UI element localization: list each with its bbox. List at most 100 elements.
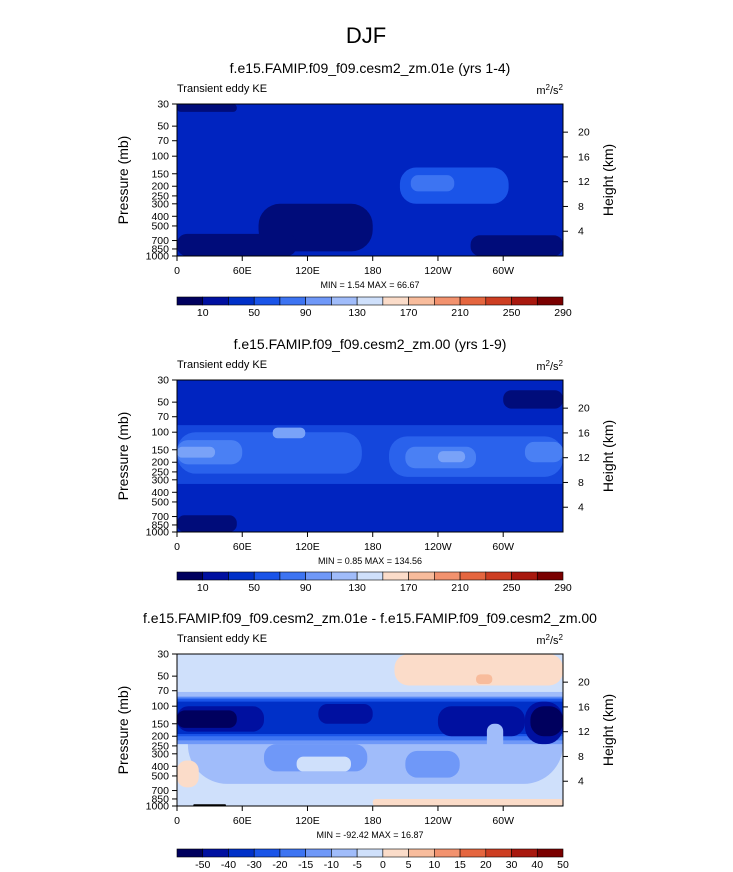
- colorbar-box: [382, 571, 409, 581]
- contour-region-4: [177, 233, 297, 256]
- colorbar-label: -20: [272, 859, 287, 871]
- colorbar-label: 250: [503, 582, 521, 594]
- colorbar-label: 130: [348, 307, 366, 319]
- y-tick-label: 700: [151, 785, 169, 797]
- colorbar-box: [382, 296, 409, 306]
- colorbar-label: -50: [195, 859, 210, 871]
- units-sep: /s: [550, 361, 559, 373]
- contour-region-2: [410, 175, 455, 192]
- y-tick-label: 250: [151, 190, 169, 202]
- units-sep: /s: [550, 635, 559, 647]
- contour-region-15: [405, 750, 460, 778]
- x-tick-label: 120E: [295, 815, 320, 827]
- colorbar-box: [279, 848, 306, 858]
- colorbar-box: [408, 571, 435, 581]
- contour-region-11: [177, 515, 237, 532]
- colorbar-label: 30: [506, 859, 518, 871]
- x-tick-label: 180: [364, 815, 382, 827]
- colorbar-box: [382, 848, 409, 858]
- y-tick-label: 200: [151, 181, 169, 193]
- contour-region-20: [177, 760, 199, 788]
- x-tick-label: 60W: [492, 265, 514, 277]
- colorbar-box: [356, 848, 384, 858]
- contour-region-3: [177, 691, 563, 697]
- contour-region-17: [486, 723, 504, 754]
- colorbar-label: 0: [380, 859, 386, 871]
- colorbar-box: [485, 571, 512, 581]
- contour-region-18: [296, 756, 351, 772]
- x-tick-label: 60W: [492, 815, 514, 827]
- y-tick-label: 700: [151, 511, 169, 523]
- y-tick-label: 50: [157, 397, 169, 409]
- height-tick-label: 4: [578, 776, 584, 788]
- contour-region-11: [437, 706, 525, 737]
- colorbar-label: 5: [406, 859, 412, 871]
- contour-region-10: [503, 390, 563, 409]
- y-tick-label: 1000: [146, 801, 170, 813]
- colorbar-box: [176, 296, 204, 306]
- height-tick-label: 12: [578, 452, 590, 464]
- contour-region-7: [177, 446, 216, 458]
- colorbar-box: [228, 571, 255, 581]
- colorbar-box: [305, 571, 332, 581]
- y-tick-label: 850: [151, 519, 169, 531]
- colorbar-label: -15: [298, 859, 313, 871]
- y-tick-label: 300: [151, 474, 169, 486]
- y-tick-label: 30: [157, 375, 169, 387]
- contour-region-10: [318, 703, 373, 724]
- colorbar-label: 40: [531, 859, 543, 871]
- y-tick-label: 50: [157, 121, 169, 133]
- colorbar-box: [202, 296, 229, 306]
- y-tick-label: 400: [151, 761, 169, 773]
- y-tick-label: 150: [151, 444, 169, 456]
- y-tick-label: 200: [151, 457, 169, 469]
- colorbar-box: [536, 571, 564, 581]
- contour-region-1: [394, 654, 563, 686]
- x-tick-label: 120E: [295, 541, 320, 553]
- y-tick-label: 200: [151, 731, 169, 743]
- y-tick-label: 500: [151, 770, 169, 782]
- contour-region-6: [177, 104, 237, 112]
- y-tick-label: 100: [151, 151, 169, 163]
- colorbar-box: [253, 571, 281, 581]
- y-tick-label: 100: [151, 427, 169, 439]
- colorbar-box: [279, 296, 306, 306]
- colorbar-box: [536, 848, 564, 858]
- colorbar-box: [305, 296, 332, 306]
- colorbar-box: [536, 296, 564, 306]
- units-base: m: [536, 85, 545, 97]
- height-tick-label: 8: [578, 477, 584, 489]
- contour-fills: [177, 654, 563, 806]
- colorbar-label: 290: [554, 307, 572, 319]
- x-tick-label: 0: [174, 265, 180, 277]
- colorbar-label: 290: [554, 582, 572, 594]
- y-axis-label: Pressure (mb): [115, 412, 131, 501]
- panel-variable-label: Transient eddy KE: [177, 633, 267, 645]
- panel-title: f.e15.FAMIP.f09_f09.cesm2_zm.01e (yrs 1-…: [230, 60, 511, 76]
- y-tick-label: 100: [151, 701, 169, 713]
- colorbar-box: [459, 571, 487, 581]
- colorbar-label: -40: [221, 859, 236, 871]
- colorbar-box: [511, 571, 538, 581]
- panel-title: f.e15.FAMIP.f09_f09.cesm2_zm.01e - f.e15…: [143, 610, 597, 626]
- panel-0: f.e15.FAMIP.f09_f09.cesm2_zm.01e (yrs 1-…: [115, 60, 616, 319]
- x-tick-label: 60E: [233, 541, 252, 553]
- units-exp2: 2: [559, 83, 564, 92]
- colorbar-label: 90: [300, 307, 312, 319]
- colorbar-box: [434, 571, 461, 581]
- colorbar-label: 50: [248, 307, 260, 319]
- height-tick-label: 16: [578, 701, 590, 713]
- colorbar-box: [408, 848, 435, 858]
- colorbar-label: 170: [400, 582, 418, 594]
- units-exp2: 2: [559, 633, 564, 642]
- colorbar-box: [279, 571, 306, 581]
- y-tick-label: 400: [151, 487, 169, 499]
- stats-label: MIN = 0.85 MAX = 134.56: [318, 556, 422, 566]
- y-tick-label: 400: [151, 211, 169, 223]
- colorbar-label: 130: [348, 582, 366, 594]
- y-axis-label-right: Height (km): [600, 144, 616, 216]
- y-tick-label: 250: [151, 740, 169, 752]
- colorbar-box: [511, 848, 538, 858]
- y-tick-label: 1000: [146, 251, 170, 263]
- contour-region-14: [530, 706, 563, 737]
